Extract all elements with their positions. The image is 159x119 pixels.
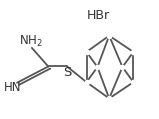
Text: S: S [64,66,72,79]
Text: HBr: HBr [87,9,110,22]
Text: HN: HN [4,81,22,94]
Text: NH$_2$: NH$_2$ [19,34,43,49]
